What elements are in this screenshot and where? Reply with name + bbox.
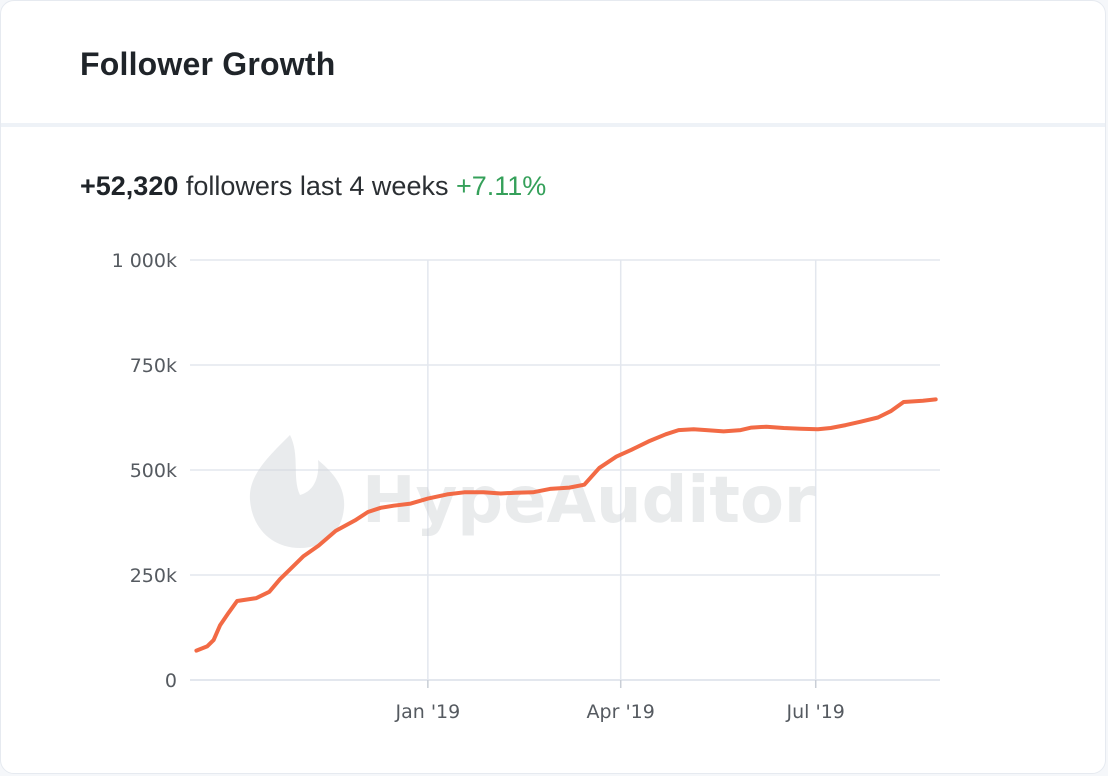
- card-header: Follower Growth: [1, 1, 1105, 127]
- y-tick-label: 500k: [130, 460, 177, 482]
- x-tick-label: Jul '19: [786, 701, 845, 723]
- y-axis-ticks: 0 250k 500k 750k 1 000k: [112, 250, 177, 692]
- percent-change: +7.11%: [455, 171, 547, 201]
- y-tick-label: 1 000k: [112, 250, 177, 272]
- y-tick-label: 250k: [130, 565, 177, 587]
- watermark: HypeAuditor: [249, 435, 816, 548]
- follower-series-line: [194, 397, 938, 653]
- growth-summary: +52,320 followers last 4 weeks +7.11%: [80, 171, 546, 202]
- x-axis-ticks: Jan '19 Apr '19 Jul '19: [394, 680, 845, 723]
- y-tick-label: 0: [165, 670, 177, 692]
- x-tick-label: Jan '19: [394, 701, 460, 723]
- series-line-layer: [194, 397, 938, 653]
- y-tick-label: 750k: [130, 355, 177, 377]
- card-title: Follower Growth: [80, 46, 336, 82]
- follower-count-change: +52,320: [80, 171, 179, 201]
- watermark-text: HypeAuditor: [362, 464, 816, 538]
- summary-text: followers last 4 weeks: [178, 171, 456, 201]
- x-tick-label: Apr '19: [587, 701, 655, 723]
- flame-logo: [249, 435, 345, 548]
